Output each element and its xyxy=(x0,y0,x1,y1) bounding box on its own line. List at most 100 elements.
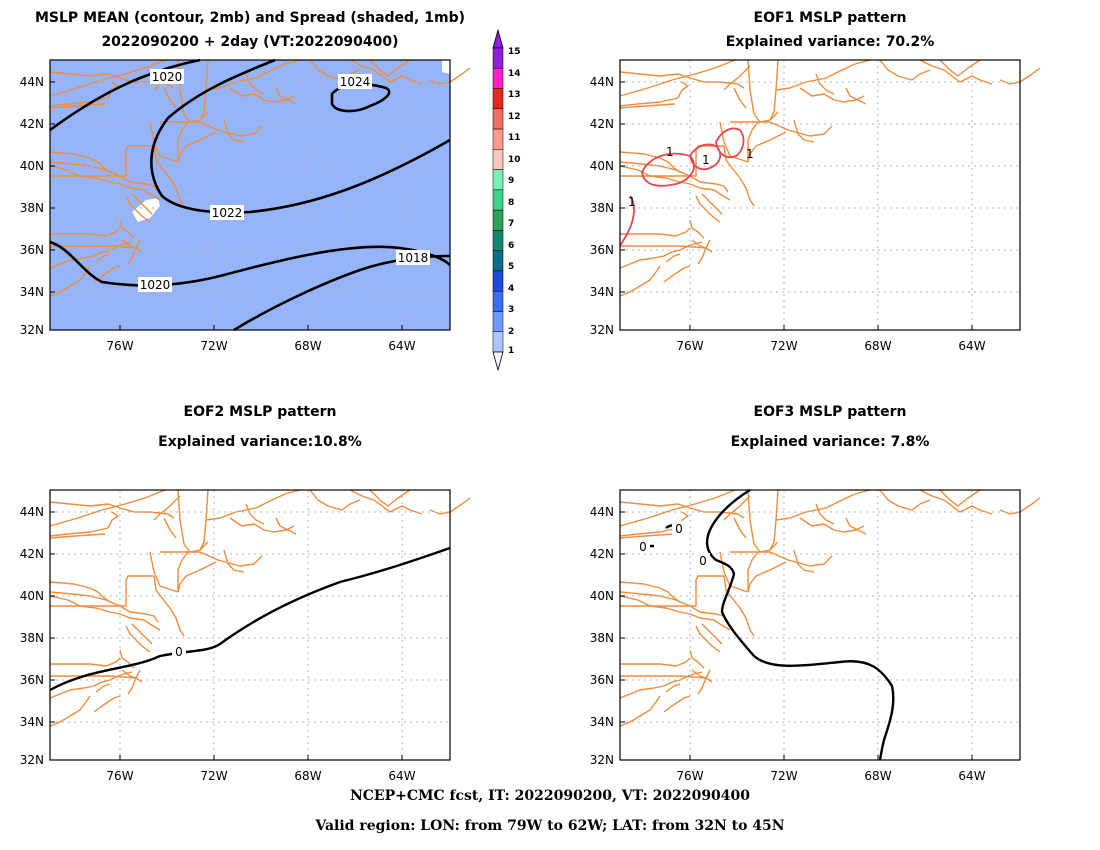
lon-tick: 64W xyxy=(958,769,985,783)
colorbar-cells xyxy=(492,47,504,353)
lon-tick: 68W xyxy=(864,769,891,783)
eof3-title-line1: EOF3 MSLP pattern xyxy=(753,404,907,420)
colorbar-label: 2 xyxy=(508,327,514,337)
eof1-title-line2: Explained variance: 70.2% xyxy=(725,34,935,50)
lat-tick: 40N xyxy=(590,159,614,173)
lon-tick: 76W xyxy=(676,339,703,353)
colorbar-cell xyxy=(492,189,504,211)
colorbar-cell xyxy=(492,108,504,130)
eof3-title-line2: Explained variance: 7.8% xyxy=(730,434,930,450)
contour-label: 1 xyxy=(702,153,710,167)
colorbar-cell xyxy=(492,270,504,292)
spread-colorbar: 15 14 13 12 11 10 9 8 7 6 5 4 3 2 1 xyxy=(492,28,521,372)
contour-label: 1022 xyxy=(212,206,243,220)
lat-tick-labels: 44N 42N 40N 38N 36N 34N 32N xyxy=(20,505,44,767)
lon-tick: 68W xyxy=(294,769,321,783)
colorbar-label: 13 xyxy=(508,90,521,100)
footer-valid-region: Valid region: LON: from 79W to 62W; LAT:… xyxy=(315,818,785,834)
lon-tick: 76W xyxy=(106,769,133,783)
lat-tick: 42N xyxy=(590,117,614,131)
colorbar-label: 12 xyxy=(508,112,521,122)
lon-tick: 64W xyxy=(388,769,415,783)
spread-unshaded-corner xyxy=(442,60,450,74)
colorbar-label: 14 xyxy=(508,69,521,79)
lon-tick: 68W xyxy=(294,339,321,353)
lat-tick: 38N xyxy=(590,631,614,645)
colorbar-label: 6 xyxy=(508,241,514,251)
lon-tick: 64W xyxy=(388,339,415,353)
colorbar-cell xyxy=(492,331,504,353)
eof2-contours xyxy=(49,546,451,692)
colorbar-cell xyxy=(492,290,504,312)
spread-unshaded-area xyxy=(132,198,160,222)
eof1-contours xyxy=(619,127,745,247)
eof1-title-line1: EOF1 MSLP pattern xyxy=(753,10,907,26)
lat-tick: 40N xyxy=(20,589,44,603)
eof2-title-line1: EOF2 MSLP pattern xyxy=(183,404,337,420)
colorbar-cell xyxy=(492,47,504,69)
colorbar-label: 9 xyxy=(508,176,514,186)
lat-tick: 36N xyxy=(20,243,44,257)
lon-tick-labels: 76W 72W 68W 64W xyxy=(676,339,985,353)
colorbar-label: 8 xyxy=(508,198,514,208)
colorbar-cell xyxy=(492,68,504,89)
contour-label: 1 xyxy=(746,147,754,161)
contour-label: 1024 xyxy=(340,75,371,89)
lat-tick: 42N xyxy=(590,547,614,561)
lat-tick: 38N xyxy=(590,201,614,215)
colorbar-label: 4 xyxy=(508,284,514,294)
colorbar-labels: 15 14 13 12 11 10 9 8 7 6 5 4 3 2 1 xyxy=(508,47,521,356)
eof2-title-line2: Explained variance:10.8% xyxy=(158,434,362,450)
colorbar-cell xyxy=(492,149,504,170)
lat-tick: 44N xyxy=(590,75,614,89)
eof1-contour-labels: 1 1 1 1 xyxy=(628,145,754,209)
lon-tick: 68W xyxy=(864,339,891,353)
lon-tick: 72W xyxy=(200,339,227,353)
contour-label: 1020 xyxy=(140,278,171,292)
lon-tick-labels: 76W 72W 68W 64W xyxy=(106,339,415,353)
lat-tick: 32N xyxy=(20,753,44,767)
colorbar-label: 7 xyxy=(508,219,514,229)
eof2-contour-labels: 0 xyxy=(172,644,186,659)
colorbar-label: 10 xyxy=(508,155,521,165)
lat-tick-labels: 44N 42N 40N 38N 36N 34N 32N xyxy=(20,75,44,337)
lat-tick: 40N xyxy=(590,589,614,603)
contour-label: 1 xyxy=(628,195,636,209)
lat-tick: 42N xyxy=(20,547,44,561)
lat-tick: 38N xyxy=(20,201,44,215)
colorbar-cell xyxy=(492,88,504,110)
lat-tick: 36N xyxy=(590,673,614,687)
colorbar-cell xyxy=(492,230,504,251)
contour-label: 0 xyxy=(175,645,183,659)
colorbar-bottom-arrow xyxy=(492,351,504,372)
mean-panel: 1020 1024 1022 1020 1018 44N 42N 40N 38N… xyxy=(20,58,471,353)
lon-tick: 76W xyxy=(106,339,133,353)
colorbar-cell xyxy=(492,128,504,150)
contour-label: 0 xyxy=(639,540,647,554)
contour-label: 0 xyxy=(699,554,707,568)
colorbar-cell xyxy=(492,169,504,191)
contour-label: 1018 xyxy=(398,251,429,265)
lon-tick: 72W xyxy=(200,769,227,783)
lon-tick: 72W xyxy=(770,339,797,353)
lon-tick-labels: 76W 72W 68W 64W xyxy=(676,769,985,783)
colorbar-cell xyxy=(492,209,504,231)
lat-tick-labels: 44N 42N 40N 38N 36N 34N 32N xyxy=(590,505,614,767)
eof3-panel: 0 0 0 44N 42N 40N 38N 36N 34N 32N 76W 72… xyxy=(590,488,1041,783)
eof2-panel: 0 44N 42N 40N 38N 36N 34N 32N 76W 72W 68… xyxy=(20,489,471,783)
lat-tick: 32N xyxy=(590,323,614,337)
lon-tick-labels: 76W 72W 68W 64W xyxy=(106,769,415,783)
colorbar-label: 11 xyxy=(508,133,521,143)
contour-label: 1020 xyxy=(152,70,183,84)
lat-tick: 34N xyxy=(590,285,614,299)
mslp-contour-labels: 1020 1024 1022 1020 1018 xyxy=(138,69,430,292)
eof3-contour-labels: 0 0 0 xyxy=(636,521,710,568)
contour-label: 1 xyxy=(666,145,674,159)
lat-tick: 34N xyxy=(590,715,614,729)
lon-tick: 76W xyxy=(676,769,703,783)
lon-tick: 64W xyxy=(958,339,985,353)
lat-tick: 38N xyxy=(20,631,44,645)
colorbar-cell xyxy=(492,311,504,332)
footer-forecast-info: NCEP+CMC fcst, IT: 2022090200, VT: 20220… xyxy=(349,788,751,804)
